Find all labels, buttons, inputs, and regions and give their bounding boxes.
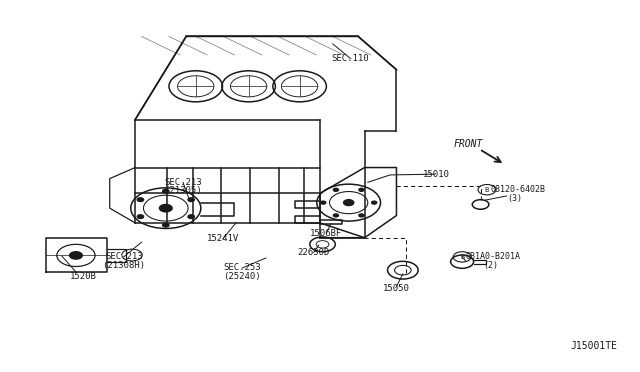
Text: SEC.110: SEC.110: [332, 54, 369, 63]
Circle shape: [372, 201, 377, 204]
Text: (21308H): (21308H): [102, 261, 145, 270]
Text: J15001TE: J15001TE: [570, 340, 618, 350]
Circle shape: [321, 201, 326, 204]
Circle shape: [333, 214, 339, 217]
Text: FRONT: FRONT: [453, 138, 483, 148]
Text: (3): (3): [507, 195, 522, 203]
Circle shape: [70, 252, 83, 259]
Text: SEC.253: SEC.253: [223, 263, 261, 272]
Circle shape: [188, 215, 195, 218]
Circle shape: [137, 215, 143, 218]
Circle shape: [188, 198, 195, 202]
Text: 1506BF: 1506BF: [310, 229, 342, 238]
Text: 15050: 15050: [383, 284, 410, 293]
Text: (21305): (21305): [164, 186, 202, 195]
Text: 15241V: 15241V: [207, 234, 239, 243]
Circle shape: [159, 205, 172, 212]
Text: SEC.213: SEC.213: [105, 252, 143, 262]
Text: SEC.213: SEC.213: [164, 178, 202, 187]
Text: 08120-6402B: 08120-6402B: [490, 185, 545, 194]
Circle shape: [344, 200, 354, 206]
Text: 22630D: 22630D: [298, 248, 330, 257]
Text: 0B1A0-B201A: 0B1A0-B201A: [466, 252, 521, 262]
Circle shape: [333, 188, 339, 191]
Circle shape: [163, 223, 169, 227]
Circle shape: [359, 188, 364, 191]
Circle shape: [163, 189, 169, 193]
Circle shape: [359, 214, 364, 217]
Circle shape: [137, 198, 143, 202]
Text: B: B: [460, 254, 464, 260]
Text: (25240): (25240): [223, 272, 261, 281]
Text: B: B: [485, 187, 489, 193]
Text: 15010: 15010: [422, 170, 449, 179]
Text: 1520B: 1520B: [70, 272, 97, 281]
Text: (2): (2): [483, 261, 499, 270]
